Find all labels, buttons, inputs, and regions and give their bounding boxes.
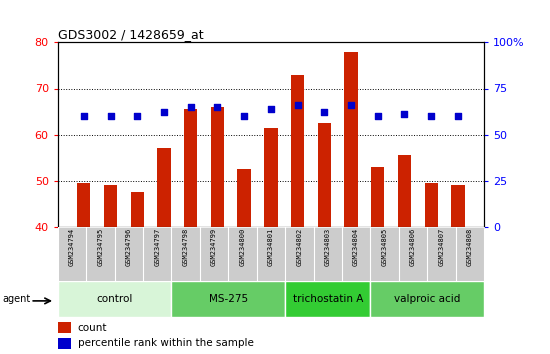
Bar	[58, 322, 71, 333]
Point	[400, 111, 409, 117]
Text: agent: agent	[3, 294, 31, 304]
Bar	[344, 52, 358, 227]
Bar	[58, 338, 71, 349]
Point	[346, 102, 355, 108]
Bar	[184, 109, 197, 227]
Text: GSM234806: GSM234806	[410, 228, 416, 267]
Text: GSM234802: GSM234802	[296, 228, 303, 267]
Bar	[285, 281, 370, 317]
Text: GDS3002 / 1428659_at: GDS3002 / 1428659_at	[58, 28, 204, 41]
Point	[106, 113, 115, 119]
Point	[454, 113, 463, 119]
Point	[240, 113, 249, 119]
Bar	[77, 183, 91, 227]
Text: GSM234805: GSM234805	[382, 228, 388, 267]
Text: GSM234798: GSM234798	[183, 228, 189, 267]
Point	[267, 106, 276, 112]
Bar	[451, 185, 465, 227]
Point	[186, 104, 195, 110]
Bar	[238, 169, 251, 227]
Text: valproic acid: valproic acid	[394, 294, 460, 304]
Text: count: count	[78, 322, 107, 332]
Bar	[371, 167, 384, 227]
Text: GSM234796: GSM234796	[126, 228, 132, 267]
Bar	[211, 107, 224, 227]
Point	[427, 113, 436, 119]
Text: GSM234807: GSM234807	[438, 228, 444, 267]
Text: GSM234799: GSM234799	[211, 228, 217, 267]
Bar	[264, 128, 278, 227]
Point	[79, 113, 88, 119]
Point	[293, 102, 302, 108]
Point	[133, 113, 142, 119]
Bar	[398, 155, 411, 227]
Bar	[130, 192, 144, 227]
Text: GSM234800: GSM234800	[239, 228, 245, 267]
Text: control: control	[96, 294, 133, 304]
Bar	[370, 281, 484, 317]
Text: MS-275: MS-275	[208, 294, 248, 304]
Text: percentile rank within the sample: percentile rank within the sample	[78, 338, 254, 348]
Bar	[425, 183, 438, 227]
Text: GSM234794: GSM234794	[69, 228, 75, 267]
Point	[160, 109, 168, 114]
Bar	[104, 185, 117, 227]
Bar	[172, 281, 285, 317]
Point	[213, 104, 222, 110]
Bar	[157, 148, 170, 227]
Text: trichostatin A: trichostatin A	[293, 294, 363, 304]
Text: GSM234797: GSM234797	[154, 228, 160, 267]
Bar	[291, 75, 304, 227]
Text: GSM234808: GSM234808	[467, 228, 473, 267]
Text: GSM234803: GSM234803	[324, 228, 331, 267]
Text: GSM234795: GSM234795	[97, 228, 103, 267]
Point	[320, 109, 329, 114]
Text: GSM234801: GSM234801	[268, 228, 274, 267]
Point	[373, 113, 382, 119]
Bar	[58, 281, 172, 317]
Bar	[318, 123, 331, 227]
Text: GSM234804: GSM234804	[353, 228, 359, 267]
